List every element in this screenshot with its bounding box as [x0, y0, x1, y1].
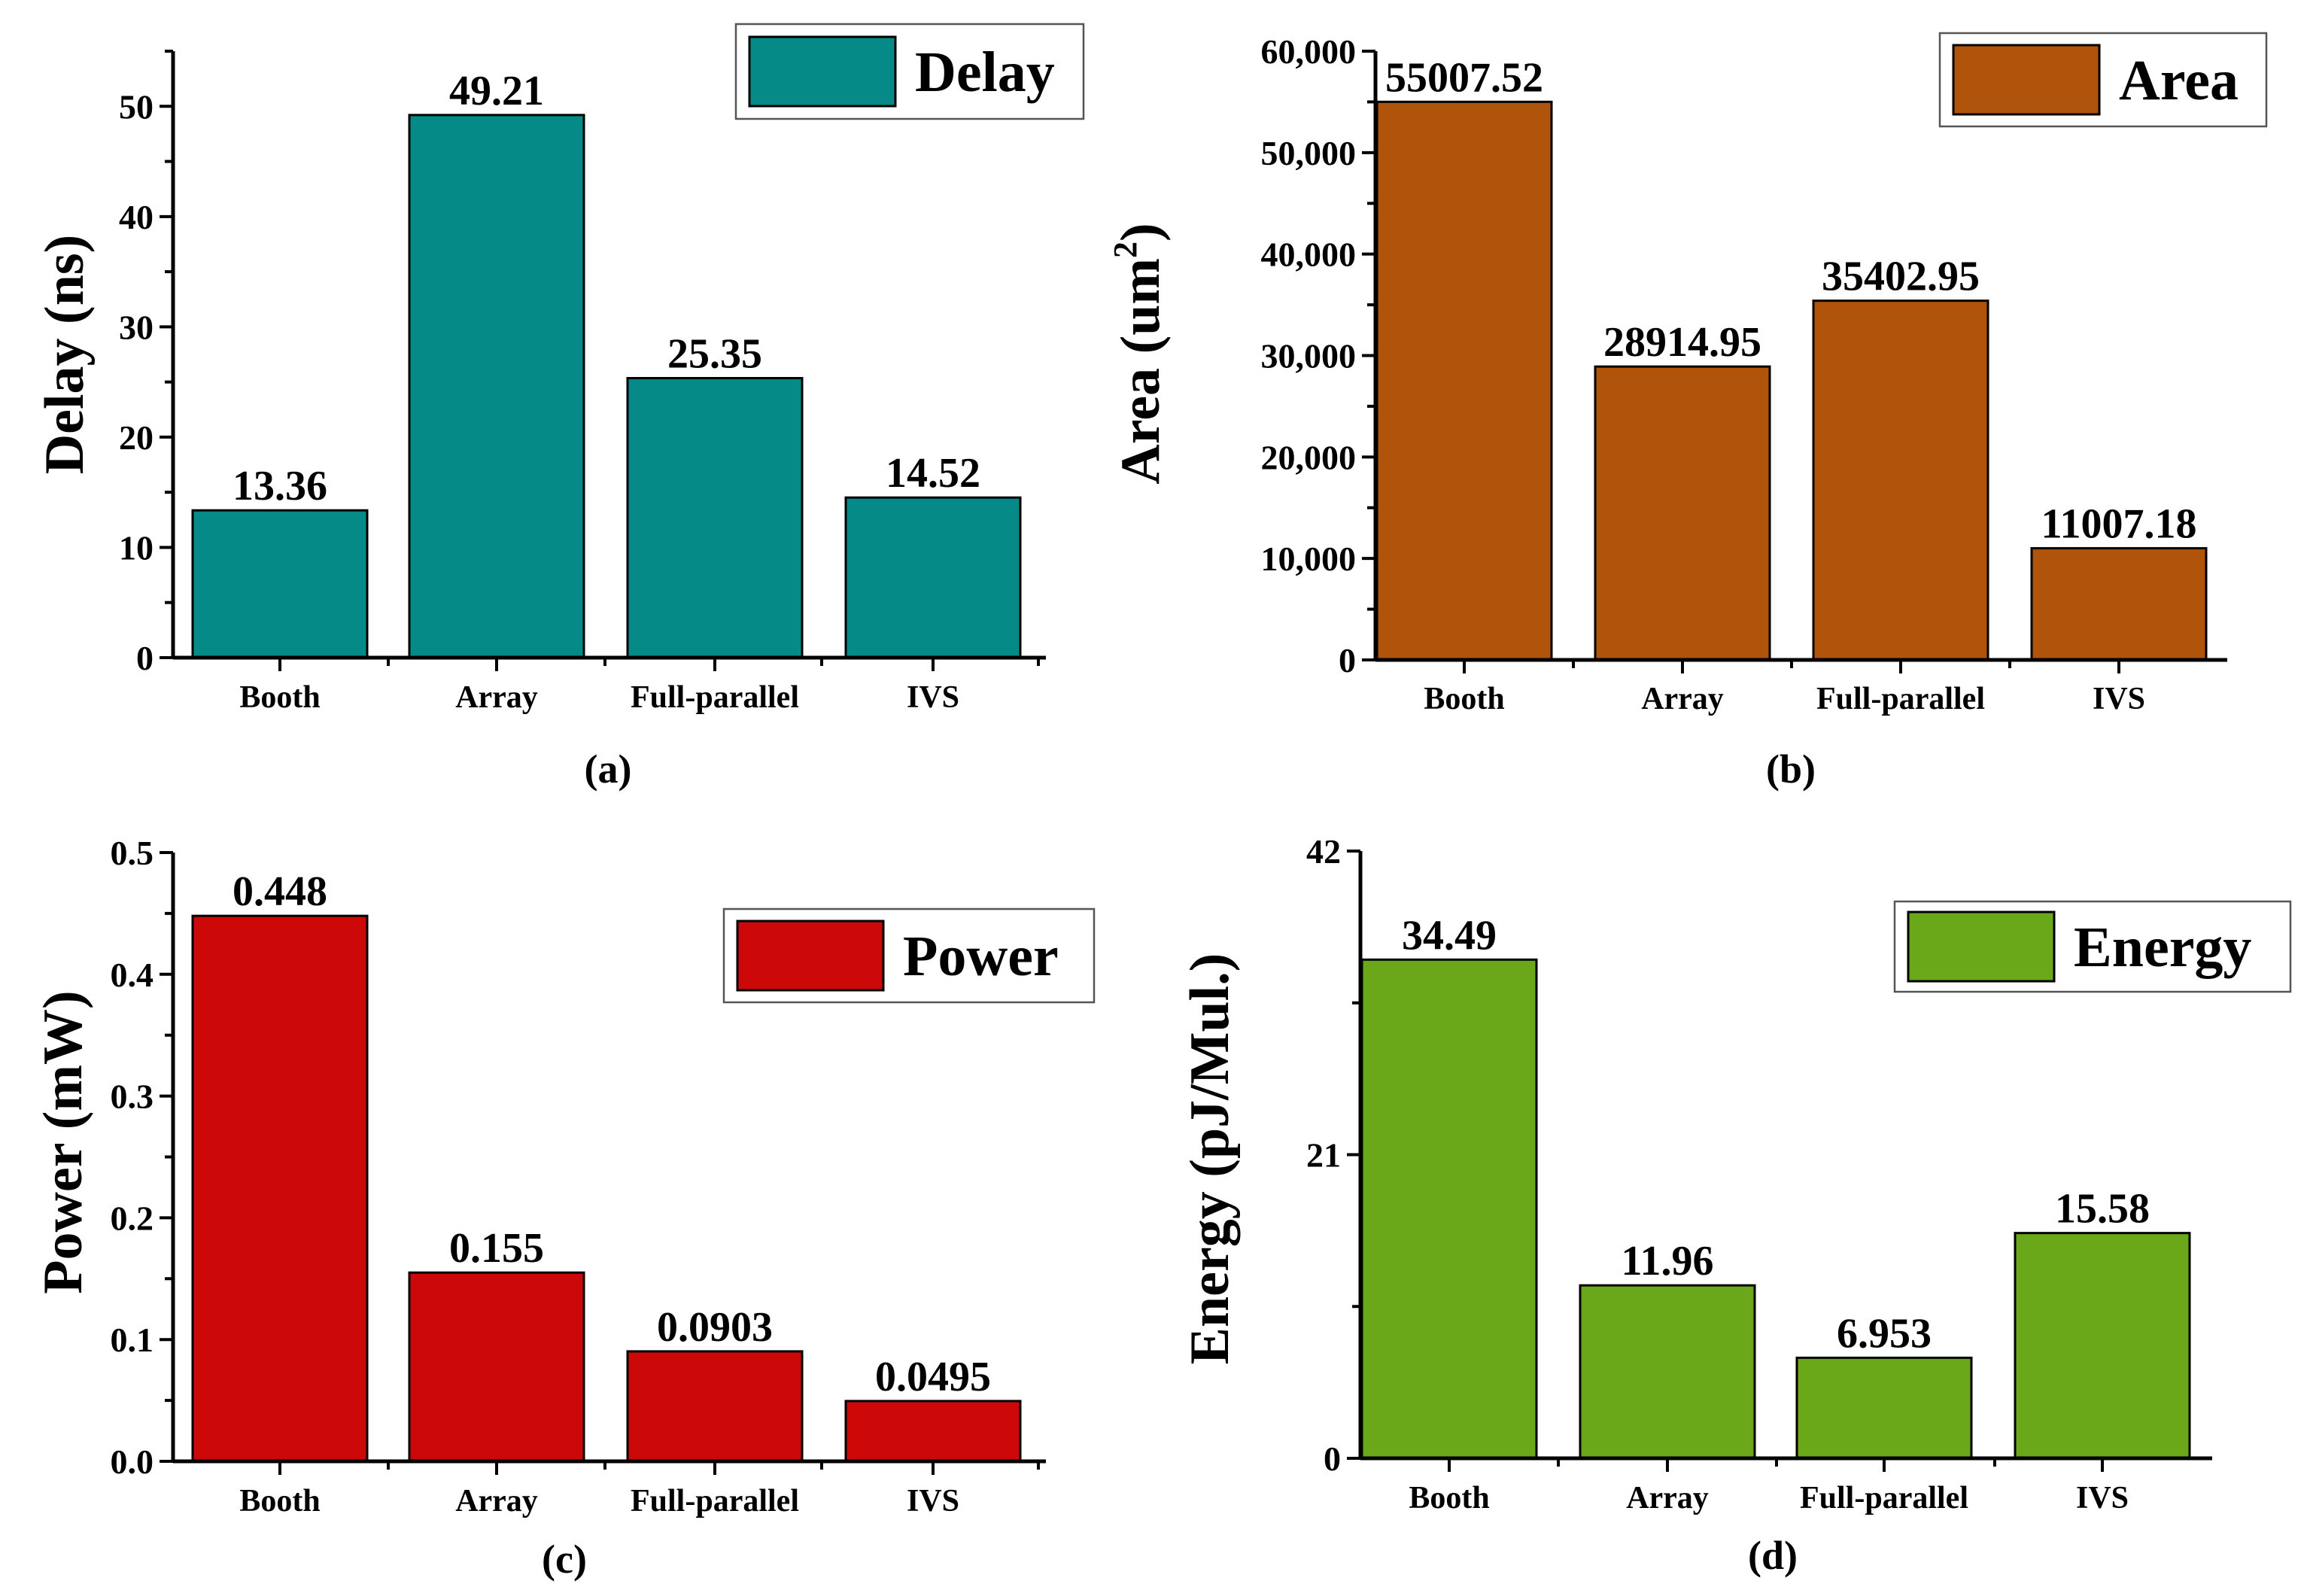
y-tick-label: 50,000: [1261, 134, 1357, 172]
value-label: 0.448: [233, 868, 327, 915]
y-axis-label-main: Area (um: [1110, 258, 1172, 485]
value-label: 55007.52: [1385, 54, 1543, 101]
y-tick-label: 0.2: [111, 1199, 154, 1237]
legend: Delay: [734, 23, 1085, 120]
x-category-label: Array: [1626, 1481, 1709, 1515]
bar-ivs: [2014, 1232, 2191, 1460]
value-label: 6.953: [1837, 1310, 1932, 1357]
x-category-label: Booth: [239, 1484, 320, 1518]
legend-label: Delay: [915, 41, 1055, 104]
panel-label: (a): [585, 746, 632, 792]
y-tick-label: 21: [1306, 1136, 1341, 1175]
y-axis-label: Delay (ns): [34, 235, 96, 475]
x-category-label: Booth: [1424, 682, 1504, 716]
y-axis-label-end: ): [1110, 223, 1172, 242]
y-tick-label: 42: [1306, 832, 1341, 871]
x-category-label: IVS: [2076, 1481, 2129, 1515]
x-category-label: Array: [455, 1484, 538, 1518]
bar-full-parallel: [626, 377, 804, 659]
x-category-label: Full-parallel: [631, 680, 799, 715]
value-label: 25.35: [667, 331, 762, 378]
x-category-label: Full-parallel: [1816, 682, 1985, 716]
chart-panel-c: 0.448 0.155 0.0903 0.0495 0.0 0.1 0.2 0.3 0.4 0.5…: [32, 834, 1096, 1582]
value-label: 13.36: [233, 463, 327, 509]
value-label: 35402.95: [1822, 254, 1980, 300]
legend-swatch: [736, 920, 885, 992]
legend-swatch: [1952, 44, 2101, 116]
chart-panel-a: 13.36 49.21 25.35 14.52 0 10 20 30 40 50 Booth Arra…: [34, 23, 1085, 792]
chart-panel-d: 34.49 11.96 6.953 15.58 0 21 42 Booth Array Full-…: [1179, 832, 2292, 1578]
y-tick-label: 30: [119, 308, 153, 346]
x-category-label: Array: [1641, 682, 1724, 716]
panel-label: (d): [1748, 1533, 1798, 1578]
legend-swatch: [1907, 910, 2056, 983]
bar-booth: [1375, 100, 1553, 661]
y-tick-label: 0.4: [111, 956, 154, 994]
y-tick-label: 40,000: [1261, 236, 1357, 274]
bar-array: [1594, 365, 1771, 661]
panel-label: (c): [542, 1537, 587, 1582]
bar-array: [408, 114, 585, 659]
bar-booth: [191, 509, 369, 659]
bar-array: [1579, 1284, 1756, 1460]
x-category-label: IVS: [907, 1484, 959, 1518]
y-tick-label: 10: [119, 528, 153, 567]
value-label: 34.49: [1402, 912, 1497, 959]
y-tick-label: 0.3: [111, 1078, 154, 1116]
value-label: 14.52: [886, 450, 980, 497]
legend: Energy: [1893, 900, 2292, 993]
bar-full-parallel: [1812, 299, 1989, 661]
x-category-label: Booth: [1409, 1481, 1489, 1515]
chart-panel-b: 55007.52 28914.95 35402.95 11007.18 0 10,000 2…: [1107, 32, 2268, 792]
x-category-label: IVS: [2093, 682, 2145, 716]
value-label: 11.96: [1622, 1238, 1714, 1284]
legend: Power: [722, 907, 1096, 1004]
value-label: 49.21: [449, 68, 544, 114]
panel-label: (b): [1766, 746, 1816, 792]
value-label: 0.155: [449, 1225, 544, 1272]
legend-label: Energy: [2074, 916, 2251, 979]
value-label: 0.0903: [657, 1304, 773, 1351]
y-tick-label: 0: [1339, 641, 1356, 679]
y-tick-label: 0: [136, 639, 153, 677]
y-axis-label: Energy (pJ/Mul.): [1179, 953, 1241, 1365]
bar-ivs: [844, 496, 1022, 659]
legend-swatch: [748, 35, 897, 108]
bar-array: [408, 1271, 585, 1463]
x-category-label: Array: [455, 680, 538, 715]
y-tick-label: 20,000: [1261, 438, 1357, 476]
y-tick-label: 0.1: [111, 1321, 154, 1359]
x-category-label: Full-parallel: [631, 1484, 799, 1518]
bar-full-parallel: [626, 1350, 804, 1463]
legend-label: Power: [903, 925, 1059, 988]
value-label: 0.0495: [875, 1354, 991, 1400]
y-tick-label: 40: [119, 198, 153, 236]
y-tick-label: 0.5: [111, 834, 154, 872]
y-axis-label: Power (mW): [32, 990, 94, 1294]
legend-label: Area: [2119, 49, 2239, 112]
bar-full-parallel: [1795, 1356, 1973, 1460]
y-axis-label: Area (um2): [1107, 223, 1172, 484]
y-tick-label: 60,000: [1261, 32, 1357, 71]
y-axis-label-superscript: 2: [1107, 242, 1144, 258]
bar-booth: [1360, 958, 1538, 1460]
bar-ivs: [844, 1400, 1022, 1463]
y-tick-label: 10,000: [1261, 540, 1357, 578]
legend: Area: [1938, 32, 2268, 128]
x-category-label: Full-parallel: [1800, 1481, 1968, 1515]
x-category-label: IVS: [907, 680, 959, 715]
y-tick-label: 20: [119, 418, 153, 457]
y-tick-label: 0.0: [111, 1442, 154, 1481]
y-tick-label: 50: [119, 87, 153, 126]
y-tick-label: 0: [1324, 1439, 1341, 1478]
x-category-label: Booth: [239, 680, 320, 715]
y-tick-label: 30,000: [1261, 337, 1357, 375]
value-label: 15.58: [2055, 1186, 2150, 1233]
value-label: 11007.18: [2041, 501, 2197, 548]
bar-ivs: [2030, 547, 2208, 661]
bar-booth: [191, 914, 369, 1463]
value-label: 28914.95: [1603, 319, 1761, 366]
